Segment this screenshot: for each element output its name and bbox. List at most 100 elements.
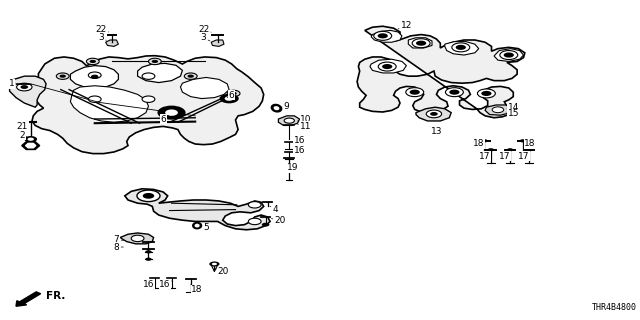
Circle shape: [145, 258, 152, 261]
Ellipse shape: [271, 104, 282, 113]
Ellipse shape: [192, 222, 202, 229]
Text: 18: 18: [191, 284, 203, 294]
Circle shape: [17, 83, 32, 91]
Circle shape: [430, 112, 438, 116]
Polygon shape: [106, 40, 118, 46]
Circle shape: [137, 190, 160, 202]
Circle shape: [60, 75, 66, 78]
Text: 8: 8: [114, 243, 124, 252]
Text: 16: 16: [294, 146, 305, 155]
Ellipse shape: [273, 106, 280, 110]
Circle shape: [445, 88, 463, 97]
Circle shape: [212, 263, 217, 265]
Circle shape: [488, 148, 494, 151]
Polygon shape: [357, 26, 525, 118]
Polygon shape: [371, 30, 402, 42]
Text: 14: 14: [507, 103, 519, 112]
Circle shape: [412, 39, 430, 48]
Polygon shape: [408, 38, 432, 48]
Polygon shape: [70, 86, 148, 122]
Polygon shape: [278, 116, 300, 125]
Circle shape: [248, 202, 261, 208]
Circle shape: [227, 90, 240, 97]
Circle shape: [449, 90, 460, 95]
Circle shape: [262, 223, 269, 227]
Circle shape: [20, 85, 28, 89]
Polygon shape: [22, 142, 40, 149]
Circle shape: [209, 261, 220, 267]
Circle shape: [142, 96, 155, 102]
Circle shape: [142, 73, 155, 79]
Circle shape: [452, 43, 470, 52]
Text: 15: 15: [507, 109, 519, 118]
Circle shape: [56, 73, 69, 79]
Circle shape: [526, 148, 532, 151]
Text: 9: 9: [282, 102, 289, 111]
Text: FR.: FR.: [46, 291, 65, 301]
Circle shape: [90, 60, 96, 63]
Circle shape: [492, 107, 504, 113]
Text: 2: 2: [20, 131, 27, 140]
Circle shape: [24, 136, 37, 142]
Text: 1: 1: [9, 79, 29, 88]
Circle shape: [88, 72, 101, 78]
Text: 10: 10: [298, 116, 312, 124]
Circle shape: [152, 60, 158, 63]
Polygon shape: [370, 59, 406, 73]
Circle shape: [131, 235, 144, 242]
Polygon shape: [485, 105, 512, 115]
FancyArrow shape: [16, 292, 40, 306]
Text: 6: 6: [227, 91, 234, 100]
Text: 5: 5: [201, 223, 209, 232]
Circle shape: [481, 139, 488, 142]
Polygon shape: [120, 233, 154, 244]
Text: 3: 3: [201, 33, 210, 42]
Text: 6: 6: [161, 115, 168, 124]
Text: 20: 20: [216, 268, 228, 276]
Circle shape: [378, 33, 388, 38]
Circle shape: [184, 73, 197, 79]
Text: 13: 13: [430, 126, 442, 136]
Text: 18: 18: [473, 140, 484, 148]
Text: 3: 3: [99, 33, 106, 42]
Text: 7: 7: [114, 235, 124, 244]
Circle shape: [520, 139, 526, 142]
Text: 22: 22: [95, 25, 109, 34]
Circle shape: [165, 109, 178, 116]
Text: 22: 22: [198, 25, 211, 34]
Circle shape: [456, 45, 466, 50]
Circle shape: [481, 91, 492, 96]
Polygon shape: [32, 56, 264, 154]
Text: 19: 19: [287, 164, 299, 172]
Text: 12: 12: [398, 21, 412, 30]
Polygon shape: [10, 76, 46, 107]
Circle shape: [143, 193, 154, 199]
Polygon shape: [26, 143, 36, 148]
Circle shape: [88, 96, 101, 102]
Text: 16: 16: [159, 280, 172, 289]
Text: 17: 17: [518, 152, 529, 161]
Text: 21: 21: [17, 122, 28, 131]
Circle shape: [28, 138, 34, 141]
Text: 17: 17: [499, 152, 510, 161]
Circle shape: [416, 41, 426, 46]
Text: 16: 16: [143, 280, 155, 289]
Text: 4: 4: [270, 205, 278, 214]
Polygon shape: [445, 42, 479, 55]
Circle shape: [504, 52, 514, 58]
Circle shape: [507, 148, 513, 151]
Polygon shape: [70, 66, 118, 88]
Circle shape: [145, 250, 152, 253]
Polygon shape: [180, 77, 229, 99]
Circle shape: [406, 88, 424, 97]
Text: 11: 11: [298, 122, 312, 131]
Circle shape: [148, 58, 161, 65]
Polygon shape: [138, 63, 182, 83]
Circle shape: [92, 75, 98, 78]
Polygon shape: [494, 49, 524, 61]
Circle shape: [500, 51, 518, 60]
Text: THR4B4800: THR4B4800: [592, 303, 637, 312]
Circle shape: [378, 62, 396, 71]
Text: 16: 16: [294, 136, 305, 145]
Circle shape: [477, 89, 495, 98]
